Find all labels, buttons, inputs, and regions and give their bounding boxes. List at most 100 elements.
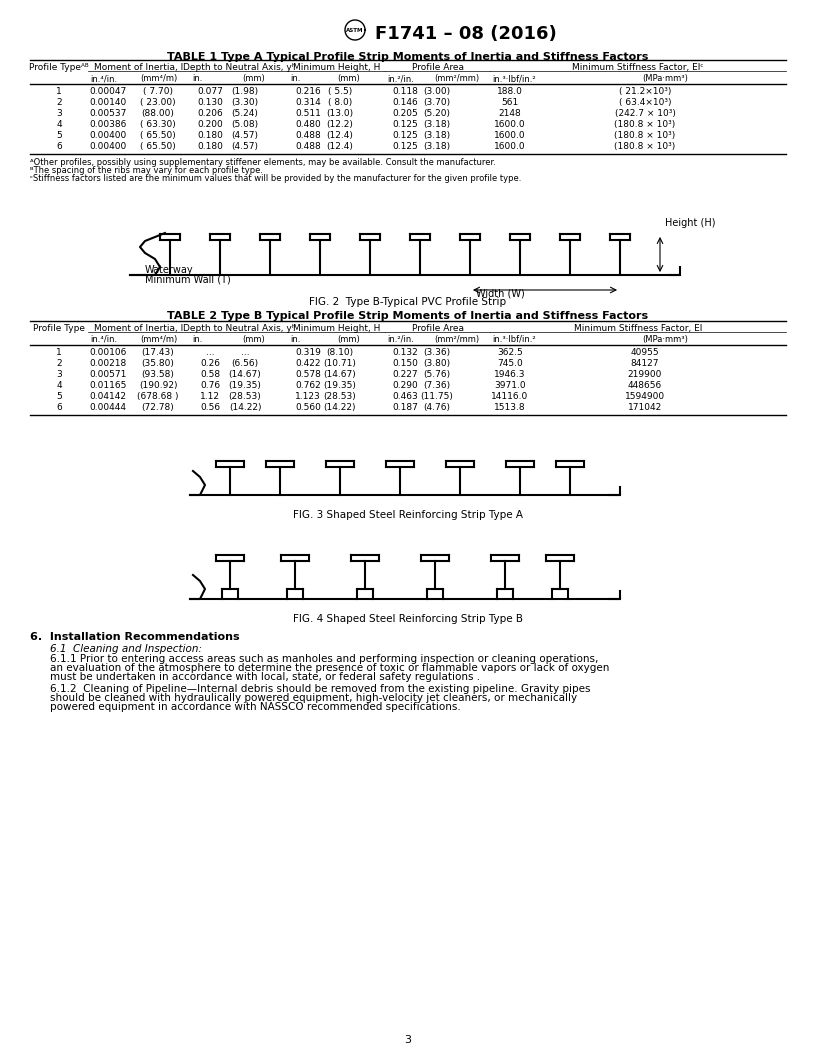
Text: 0.04142: 0.04142 [90, 392, 126, 401]
Text: 0.00537: 0.00537 [89, 109, 126, 118]
Text: 0.290: 0.290 [392, 381, 418, 390]
Text: F1741 – 08 (2016): F1741 – 08 (2016) [375, 25, 557, 43]
Text: 4: 4 [56, 381, 62, 390]
Text: 0.314: 0.314 [295, 98, 321, 107]
Text: 0.146: 0.146 [392, 98, 418, 107]
Text: 0.58: 0.58 [200, 370, 220, 379]
Text: in.: in. [290, 74, 300, 83]
Text: powered equipment in accordance with NASSCO recommended specifications.: powered equipment in accordance with NAS… [50, 702, 461, 712]
Text: 0.132: 0.132 [392, 348, 418, 357]
Text: TABLE 2 Type B Typical Profile Strip Moments of Inertia and Stiffness Factors: TABLE 2 Type B Typical Profile Strip Mom… [167, 312, 649, 321]
Text: 3971.0: 3971.0 [494, 381, 526, 390]
Text: (3.18): (3.18) [424, 120, 450, 129]
Text: FIG. 2  Type B-Typical PVC Profile Strip: FIG. 2 Type B-Typical PVC Profile Strip [309, 297, 507, 307]
Text: 0.762: 0.762 [295, 381, 321, 390]
Text: 6.  Installation Recommendations: 6. Installation Recommendations [30, 631, 240, 642]
Text: (180.8 × 10³): (180.8 × 10³) [614, 120, 676, 129]
Text: (28.53): (28.53) [228, 392, 261, 401]
Text: TABLE 1 Type A Typical Profile Strip Moments of Inertia and Stiffness Factors: TABLE 1 Type A Typical Profile Strip Mom… [167, 52, 649, 62]
Text: 0.227: 0.227 [392, 370, 418, 379]
Text: (1.98): (1.98) [232, 87, 259, 96]
Text: (mm²/mm): (mm²/mm) [434, 335, 479, 344]
Text: ᴮThe spacing of the ribs may vary for each profile type.: ᴮThe spacing of the ribs may vary for ea… [30, 166, 263, 175]
Text: 0.130: 0.130 [197, 98, 223, 107]
Text: (7.36): (7.36) [424, 381, 450, 390]
Text: (242.7 × 10³): (242.7 × 10³) [614, 109, 676, 118]
Text: (mm⁴/m): (mm⁴/m) [140, 74, 177, 83]
Text: (14.67): (14.67) [324, 370, 357, 379]
Text: 0.560: 0.560 [295, 403, 321, 412]
Text: 0.205: 0.205 [392, 109, 418, 118]
Text: 14116.0: 14116.0 [491, 392, 529, 401]
Text: ( 21.2×10³): ( 21.2×10³) [619, 87, 672, 96]
Text: (mm): (mm) [242, 335, 264, 344]
Text: ( 65.50): ( 65.50) [140, 142, 176, 151]
Text: (93.58): (93.58) [141, 370, 175, 379]
Text: in.³·lbf/in.²: in.³·lbf/in.² [492, 335, 535, 344]
Text: Minimum Stiffness Factor, EI: Minimum Stiffness Factor, EI [574, 324, 703, 333]
Text: Width (W): Width (W) [476, 288, 525, 298]
Text: 6: 6 [56, 142, 62, 151]
Text: (5.20): (5.20) [424, 109, 450, 118]
Text: ᶜStiffness factors listed are the minimum values that will be provided by the ma: ᶜStiffness factors listed are the minimu… [30, 174, 521, 183]
Text: (5.76): (5.76) [424, 370, 450, 379]
Text: ( 63.4×10³): ( 63.4×10³) [619, 98, 672, 107]
Text: 0.00571: 0.00571 [89, 370, 126, 379]
Text: Profile Type: Profile Type [33, 324, 85, 333]
Text: 0.56: 0.56 [200, 403, 220, 412]
Text: (3.00): (3.00) [424, 87, 450, 96]
Text: Profile Area: Profile Area [411, 324, 463, 333]
Text: 219900: 219900 [628, 370, 663, 379]
Text: (4.76): (4.76) [424, 403, 450, 412]
Text: 40955: 40955 [631, 348, 659, 357]
Text: 0.00386: 0.00386 [89, 120, 126, 129]
Text: 0.00444: 0.00444 [90, 403, 126, 412]
Text: 0.463: 0.463 [392, 392, 418, 401]
Text: (13.0): (13.0) [326, 109, 353, 118]
Text: 0.488: 0.488 [295, 142, 321, 151]
Text: (3.18): (3.18) [424, 131, 450, 140]
Text: (180.8 × 10³): (180.8 × 10³) [614, 142, 676, 151]
Text: 1946.3: 1946.3 [494, 370, 526, 379]
Text: 0.01165: 0.01165 [89, 381, 126, 390]
Text: 0.76: 0.76 [200, 381, 220, 390]
Text: 0.00047: 0.00047 [90, 87, 126, 96]
Text: (28.53): (28.53) [324, 392, 357, 401]
Text: Moment of Inertia, I: Moment of Inertia, I [95, 324, 184, 333]
Text: 2148: 2148 [499, 109, 521, 118]
Text: 0.180: 0.180 [197, 142, 223, 151]
Text: (mm²/mm): (mm²/mm) [434, 74, 479, 83]
Text: ( 63.30): ( 63.30) [140, 120, 176, 129]
Text: (3.30): (3.30) [232, 98, 259, 107]
Text: 0.578: 0.578 [295, 370, 321, 379]
Text: (19.35): (19.35) [324, 381, 357, 390]
Text: 0.118: 0.118 [392, 87, 418, 96]
Text: 0.187: 0.187 [392, 403, 418, 412]
Text: ( 23.00): ( 23.00) [140, 98, 175, 107]
Text: Depth to Neutral Axis, yʰ: Depth to Neutral Axis, yʰ [183, 63, 295, 72]
Text: (mm): (mm) [242, 74, 264, 83]
Text: 0.00140: 0.00140 [90, 98, 126, 107]
Text: 1.12: 1.12 [200, 392, 220, 401]
Text: 1594900: 1594900 [625, 392, 665, 401]
Text: 0.200: 0.200 [197, 120, 223, 129]
Text: 0.422: 0.422 [295, 359, 321, 367]
Text: ...: ... [206, 348, 215, 357]
Text: (3.70): (3.70) [424, 98, 450, 107]
Text: 6: 6 [56, 403, 62, 412]
Text: (10.71): (10.71) [324, 359, 357, 367]
Text: 448656: 448656 [628, 381, 662, 390]
Text: ASTM: ASTM [346, 27, 364, 33]
Text: (3.18): (3.18) [424, 142, 450, 151]
Text: (MPa·mm³): (MPa·mm³) [642, 74, 688, 83]
Text: 0.00106: 0.00106 [89, 348, 126, 357]
Text: 0.216: 0.216 [295, 87, 321, 96]
Text: 0.00400: 0.00400 [90, 142, 126, 151]
Text: 4: 4 [56, 120, 62, 129]
Text: FIG. 4 Shaped Steel Reinforcing Strip Type B: FIG. 4 Shaped Steel Reinforcing Strip Ty… [293, 614, 523, 624]
Text: 6.1.2  Cleaning of Pipeline—Internal debris should be removed from the existing : 6.1.2 Cleaning of Pipeline—Internal debr… [50, 684, 591, 694]
Text: (4.57): (4.57) [232, 142, 259, 151]
Text: 3: 3 [56, 109, 62, 118]
Text: in.²/in.: in.²/in. [387, 335, 414, 344]
Text: must be undertaken in accordance with local, state, or federal safety regulation: must be undertaken in accordance with lo… [50, 672, 480, 682]
